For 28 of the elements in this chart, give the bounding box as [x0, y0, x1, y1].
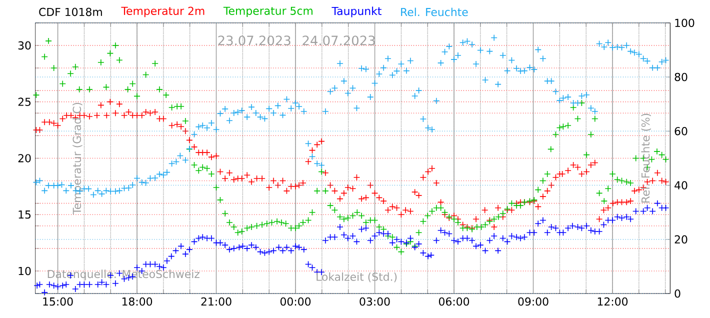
- x-tick-label: 12:00: [598, 297, 628, 306]
- y2-tick-label: 40: [674, 180, 688, 190]
- x-tick-label: 18:00: [122, 297, 152, 306]
- x-tick-label: 06:00: [438, 297, 470, 306]
- text: Temperatur 2m: [121, 6, 204, 17]
- x-tick-label: 03:00: [360, 297, 390, 306]
- text: Rel. Feuchte: [401, 7, 468, 16]
- y2-tick-label: 60: [674, 126, 688, 136]
- x-tick-label: 15:00: [43, 297, 73, 306]
- x-tick-label: 00:00: [280, 297, 311, 306]
- y-tick-label: 20: [18, 154, 31, 162]
- y-tick-label: 25: [18, 97, 31, 106]
- x-tick-label: 09:00: [518, 297, 548, 306]
- annotation: 23.07.2023: [218, 35, 290, 46]
- y2-tick-label: 20: [674, 235, 688, 244]
- annotation: 24.07.2023: [302, 35, 375, 46]
- text: Temperatur 5cm: [223, 6, 312, 17]
- y-tick-label: 30: [18, 41, 31, 50]
- y-tick-label: 10: [18, 266, 31, 275]
- y2-tick-label: 0: [674, 289, 680, 298]
- x-tick-label: 21:00: [201, 297, 232, 306]
- y2-tick-label: 80: [674, 72, 688, 81]
- y2-tick-label: 100: [675, 18, 694, 27]
- chart-title: CDF 1018m: [39, 8, 102, 16]
- y-tick-label: 15: [18, 210, 31, 218]
- y2-axis-title: Rel. Feuchte (%): [641, 114, 651, 202]
- text: Taupunkt: [332, 6, 382, 18]
- y-axis-title: Temperatur (Grad C): [72, 102, 84, 214]
